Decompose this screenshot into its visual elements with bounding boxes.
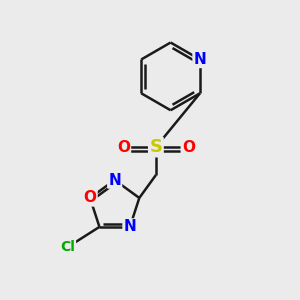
Text: N: N (108, 172, 121, 188)
Text: Cl: Cl (60, 240, 75, 254)
Text: O: O (83, 190, 97, 206)
Text: O: O (117, 140, 130, 154)
Text: S: S (149, 138, 162, 156)
Text: N: N (194, 52, 206, 67)
Text: N: N (124, 219, 136, 234)
Text: O: O (182, 140, 195, 154)
